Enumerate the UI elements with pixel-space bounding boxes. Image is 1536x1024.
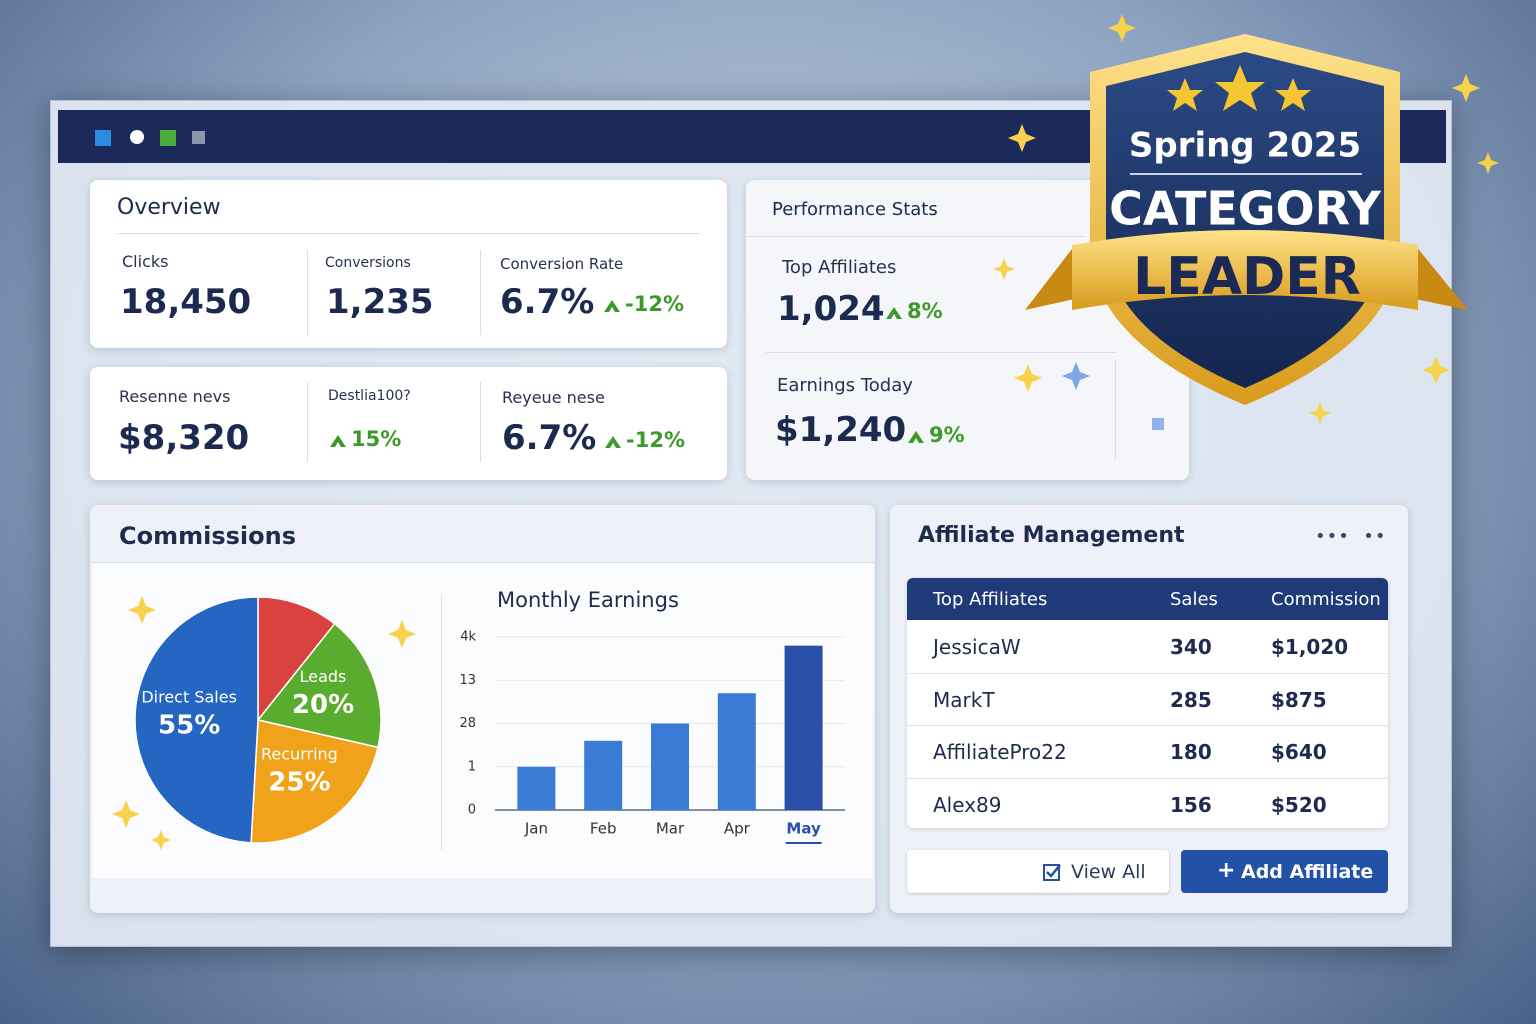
y-tick-label: 1 bbox=[468, 759, 476, 774]
y-tick-label: 28 bbox=[459, 716, 476, 731]
metric-value: 6.7% bbox=[502, 418, 597, 458]
column-header: Top Affiliates bbox=[933, 589, 1048, 610]
slice-label: Recurring bbox=[261, 745, 338, 764]
badge-line: LEADER bbox=[1133, 247, 1361, 307]
button-label: View All bbox=[1071, 861, 1146, 883]
card-title: Overview bbox=[117, 195, 221, 220]
change-text: 15% bbox=[351, 427, 402, 451]
menu-dots[interactable]: ••• •• bbox=[1315, 526, 1387, 547]
table-cell: 285 bbox=[1170, 687, 1212, 712]
bar bbox=[517, 766, 556, 810]
metric-value: 1,235 bbox=[326, 282, 434, 322]
metric-label: Conversions bbox=[325, 255, 411, 271]
affiliate-table bbox=[907, 578, 1388, 828]
row-divider bbox=[907, 777, 1388, 779]
metric-label: Conversion Rate bbox=[500, 255, 624, 273]
card-title: Affiliate Management bbox=[918, 523, 1185, 548]
slice-value: 55% bbox=[158, 711, 220, 741]
x-tick-label: Jan bbox=[524, 820, 548, 838]
metric-label: Destlia100? bbox=[328, 388, 411, 404]
bar bbox=[717, 693, 756, 810]
pie-slice bbox=[256, 622, 382, 749]
x-tick-label: Mar bbox=[656, 820, 685, 838]
metric-change: 15% bbox=[329, 427, 401, 451]
pie-slice bbox=[134, 596, 259, 844]
bar bbox=[651, 723, 689, 810]
up-arrow bbox=[604, 300, 620, 312]
metric-change: -12% bbox=[604, 428, 685, 452]
metric-value: $8,320 bbox=[118, 418, 250, 458]
pie-slice bbox=[250, 719, 379, 844]
bar bbox=[784, 645, 823, 810]
overview-card bbox=[90, 180, 727, 348]
table-cell: $1,020 bbox=[1271, 635, 1349, 659]
up-arrow bbox=[330, 435, 346, 447]
add-affiliate-button[interactable]: + Add Affiliate bbox=[1181, 850, 1388, 893]
x-tick-label: May bbox=[786, 820, 821, 838]
y-tick-label: 0 bbox=[468, 803, 476, 818]
row-divider bbox=[907, 725, 1388, 726]
metric-change: -12% bbox=[603, 292, 684, 316]
up-arrow bbox=[605, 436, 621, 448]
button-label: Add Affiliate bbox=[1241, 861, 1374, 883]
table-cell: $520 bbox=[1271, 792, 1327, 817]
badge-line: Spring 2025 bbox=[1129, 126, 1361, 166]
table-cell: AffiliatePro22 bbox=[933, 740, 1067, 764]
metric-value: 1,024 bbox=[777, 289, 885, 329]
chart-title: Monthly Earnings bbox=[497, 588, 679, 612]
slice-value: 20% bbox=[292, 690, 354, 720]
card-title: Performance Stats bbox=[772, 199, 938, 220]
table-cell: MarkT bbox=[933, 687, 995, 712]
badge-line: CATEGORY bbox=[1109, 182, 1381, 236]
overview-row2-card bbox=[90, 367, 727, 480]
change-text: -12% bbox=[626, 428, 685, 452]
row-divider bbox=[907, 672, 1388, 674]
table-cell: 156 bbox=[1170, 792, 1212, 817]
x-tick-label: Feb bbox=[590, 820, 617, 838]
metric-label: Clicks bbox=[122, 252, 169, 271]
table-cell: JessicaW bbox=[933, 635, 1021, 659]
y-tick-label: 13 bbox=[459, 673, 476, 688]
y-tick-label: 4k bbox=[460, 630, 476, 645]
metric-value: 6.7% bbox=[500, 282, 595, 322]
slice-label: Leads bbox=[300, 667, 347, 686]
metric-label: Top Affiliates bbox=[782, 257, 897, 278]
x-tick-label: Apr bbox=[724, 820, 751, 838]
metric-value: 18,450 bbox=[120, 282, 252, 322]
check-icon bbox=[1043, 864, 1061, 881]
change-text: -12% bbox=[625, 292, 684, 316]
column-header: Commission bbox=[1271, 589, 1381, 610]
change-text: 9% bbox=[929, 423, 965, 447]
slice-label: Direct Sales bbox=[141, 688, 237, 707]
metric-change: 9% bbox=[907, 423, 965, 447]
change-text: 8% bbox=[907, 299, 943, 323]
up-arrow bbox=[908, 431, 924, 443]
table-cell: $875 bbox=[1271, 687, 1327, 712]
table-cell: Alex89 bbox=[933, 792, 1002, 817]
card-title: Commissions bbox=[119, 522, 296, 550]
table-cell: 340 bbox=[1170, 635, 1212, 659]
view-all-button[interactable]: View All bbox=[907, 850, 1169, 893]
metric-label: Resenne nevs bbox=[119, 387, 231, 406]
slice-value: 25% bbox=[268, 768, 330, 798]
metric-value: $1,240 bbox=[775, 410, 907, 450]
bar bbox=[584, 740, 623, 810]
table-cell: $640 bbox=[1271, 740, 1327, 764]
table-cell: 180 bbox=[1170, 740, 1212, 764]
metric-change: 8% bbox=[885, 299, 943, 323]
metric-label: Earnings Today bbox=[777, 375, 913, 396]
up-arrow bbox=[886, 307, 902, 319]
metric-label: Reyeue nese bbox=[502, 388, 605, 407]
column-header: Sales bbox=[1170, 589, 1218, 610]
pie-slice bbox=[257, 596, 336, 723]
